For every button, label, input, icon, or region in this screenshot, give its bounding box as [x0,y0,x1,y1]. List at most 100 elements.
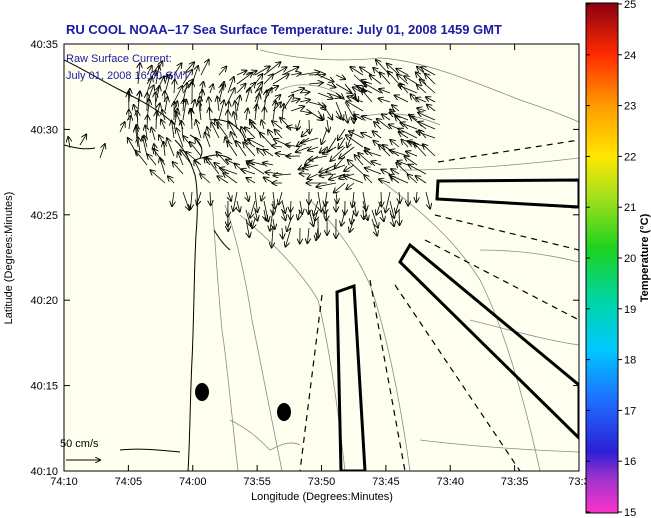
current-vector [138,63,140,85]
current-vector [327,119,329,132]
current-vector [150,170,166,184]
colorbar-tick-label: 18 [624,355,636,367]
current-vector [395,95,409,103]
y-tick-label: 40:25 [30,210,58,222]
current-vector [190,142,202,157]
exclusion-zones [335,178,579,471]
current-vector [417,108,427,111]
current-vector [414,143,427,157]
current-vector [247,178,256,184]
current-vector [272,121,283,130]
current-vector [255,191,257,212]
colorbar-tick-label: 24 [624,50,636,62]
current-vector [380,73,391,85]
current-vector [129,92,130,112]
current-vector [210,84,213,94]
current-vector [173,63,182,76]
current-vector [300,200,302,214]
current-vector [308,74,325,75]
current-vector [404,76,418,85]
current-vector [264,108,265,121]
current-vector [347,101,364,112]
current-vector [195,138,202,148]
current-vector [196,120,202,139]
current-vector [321,128,328,144]
current-vector [287,218,292,231]
current-vector [405,156,418,166]
current-vector [379,98,391,102]
current-vector [379,89,391,93]
current-vector [309,119,310,134]
current-vector [308,147,319,151]
current-vector [425,191,430,209]
current-vector [79,135,86,146]
current-vector [245,88,250,103]
current-vector [317,101,326,110]
current-vector [241,169,256,175]
colorbar-tick-label: 17 [624,405,636,417]
current-vector [399,85,418,94]
current-vector [261,191,264,201]
colorbar-tick-label: 25 [624,0,636,11]
current-vector [352,191,354,207]
current-vector [172,121,174,139]
current-vector [330,146,346,161]
current-vector [301,137,319,143]
x-tick-label: 73:35 [501,476,529,488]
zone-east [435,178,579,209]
current-vector [325,200,327,213]
current-vector [263,62,280,76]
current-vector [347,97,364,103]
current-vector [303,165,319,168]
current-vector [362,90,373,103]
current-vector [138,91,140,112]
colorbar-tick-label: 22 [624,151,636,163]
current-vector [318,191,321,212]
current-vector [307,227,309,243]
current-vector [218,100,224,121]
x-tick-label: 73:55 [243,476,271,488]
current-vector [233,191,238,211]
current-vector [299,100,310,102]
current-vector [317,110,324,119]
current-vector [218,67,226,76]
current-vector [371,162,382,166]
map-background [64,44,579,471]
current-vector [350,218,355,232]
current-vector [172,191,174,206]
current-vector [282,227,283,238]
current-vector [417,85,427,94]
colorbar-tick-label: 21 [624,202,636,214]
current-vector [334,182,346,193]
current-vector [274,174,292,176]
current-vector [290,200,291,212]
current-vector [143,137,148,157]
current-vector [178,152,184,166]
current-vector [147,115,148,130]
current-vector [217,176,229,184]
current-vector [273,101,276,121]
current-vector [236,141,247,157]
current-vector [282,200,285,213]
current-vector [309,155,328,160]
current-vector [236,71,247,75]
current-vector [298,209,300,220]
current-vector [421,67,436,76]
current-vector [308,83,323,84]
current-vector [319,174,337,176]
current-vector [336,191,337,203]
current-vector [146,66,152,76]
current-vector [176,128,184,148]
map-title: RU COOL NOAA–17 Sea Surface Temperature:… [66,22,502,37]
current-vector [183,100,186,121]
current-vector [396,200,399,213]
current-vector [362,116,373,120]
colorbar [585,2,619,514]
current-vector [335,83,351,93]
current-vector [379,179,391,183]
current-vector [308,200,309,214]
current-vector [246,218,249,237]
current-vector [323,146,337,154]
current-vector [408,165,427,175]
